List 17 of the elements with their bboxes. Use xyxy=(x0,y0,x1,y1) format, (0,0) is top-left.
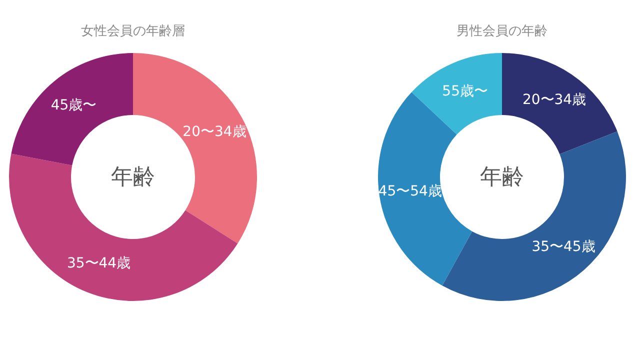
donut-slice xyxy=(412,53,502,135)
slice-label: 45〜54歳 xyxy=(378,184,442,200)
slice-label: 20〜34歳 xyxy=(522,92,586,108)
slice-label: 35〜45歳 xyxy=(532,238,596,255)
donut-slice xyxy=(11,53,133,166)
slice-label: 45歳〜 xyxy=(50,97,97,114)
donut-slice xyxy=(442,131,626,301)
text: 年齢 xyxy=(111,165,155,190)
slice-label: 35〜44歳 xyxy=(66,255,131,272)
slice-label: 55歳〜 xyxy=(442,84,488,100)
chart-title: 男性会員の年齢 xyxy=(456,24,548,39)
slice-label: 20〜34歳 xyxy=(182,124,246,140)
chart-title: 女性会員の年齢層 xyxy=(81,24,185,39)
text: 年齢 xyxy=(480,165,524,190)
donut-slice xyxy=(502,53,618,154)
donut-slice xyxy=(133,53,257,244)
donut-slice xyxy=(9,154,238,301)
